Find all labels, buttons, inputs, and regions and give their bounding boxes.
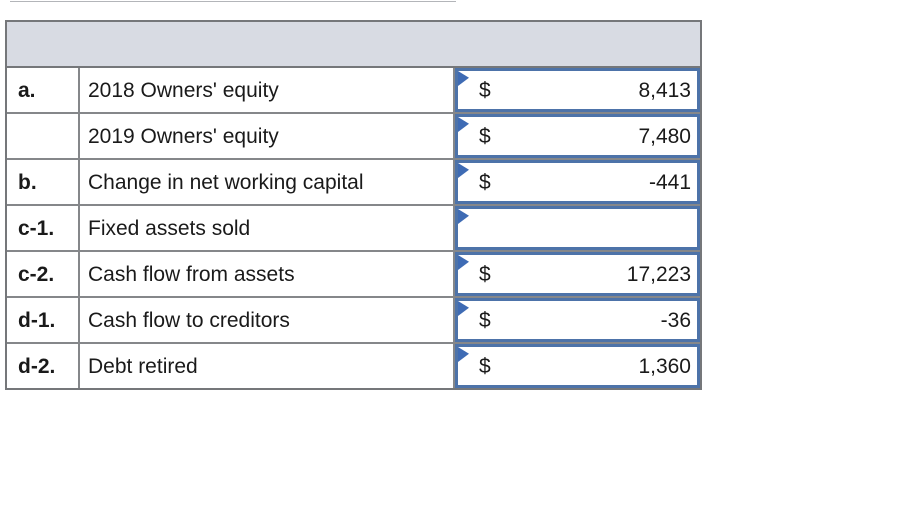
row-label: b. — [7, 160, 80, 204]
currency-symbol: $ — [479, 124, 491, 148]
cropped-row-border — [10, 1, 456, 2]
row-label: d-2. — [7, 344, 80, 388]
row-description: Debt retired — [80, 344, 455, 388]
answer-value: 8,413 — [638, 78, 691, 102]
answer-input-cash-flow-to-creditors[interactable]: $ -36 — [455, 298, 700, 342]
currency-symbol: $ — [479, 170, 491, 194]
answer-cell: $ 1,360 — [455, 344, 700, 388]
answer-value: -36 — [660, 308, 691, 332]
answer-flag-icon — [458, 163, 469, 178]
table-row-b: b. Change in net working capital $ -441 — [7, 160, 700, 206]
answer-flag-icon — [458, 347, 469, 362]
answer-input-2019-owners-equity[interactable]: $ 7,480 — [455, 114, 700, 158]
row-description: Fixed assets sold — [80, 206, 455, 250]
answer-flag-icon — [458, 255, 469, 270]
answer-cell: $ -441 — [455, 160, 700, 204]
row-label: a. — [7, 68, 80, 112]
row-description: Cash flow from assets — [80, 252, 455, 296]
answer-input-2018-owners-equity[interactable]: $ 8,413 — [455, 68, 700, 112]
table-row-a-2019: 2019 Owners' equity $ 7,480 — [7, 114, 700, 160]
answer-flag-icon — [458, 71, 469, 86]
answer-input-debt-retired[interactable]: $ 1,360 — [455, 344, 700, 388]
currency-symbol: $ — [479, 308, 491, 332]
table-row-c1: c-1. Fixed assets sold — [7, 206, 700, 252]
table-row-d2: d-2. Debt retired $ 1,360 — [7, 344, 700, 388]
answer-value: 7,480 — [638, 124, 691, 148]
answer-cell: $ 17,223 — [455, 252, 700, 296]
row-label — [7, 114, 80, 158]
currency-symbol: $ — [479, 262, 491, 286]
answer-cell: $ -36 — [455, 298, 700, 342]
answer-input-cash-flow-from-assets[interactable]: $ 17,223 — [455, 252, 700, 296]
answer-value: 17,223 — [626, 262, 691, 286]
answer-cell — [455, 206, 700, 250]
answer-cell: $ 7,480 — [455, 114, 700, 158]
table-row-d1: d-1. Cash flow to creditors $ -36 — [7, 298, 700, 344]
answer-cell: $ 8,413 — [455, 68, 700, 112]
answer-value: 1,360 — [638, 354, 691, 378]
row-description: Cash flow to creditors — [80, 298, 455, 342]
currency-symbol: $ — [479, 354, 491, 378]
answer-input-fixed-assets-sold[interactable] — [455, 206, 700, 250]
table-row-c2: c-2. Cash flow from assets $ 17,223 — [7, 252, 700, 298]
row-label: d-1. — [7, 298, 80, 342]
row-description: Change in net working capital — [80, 160, 455, 204]
answer-table: a. 2018 Owners' equity $ 8,413 2019 Owne… — [5, 20, 702, 390]
answer-flag-icon — [458, 301, 469, 316]
row-description: 2018 Owners' equity — [80, 68, 455, 112]
row-label: c-2. — [7, 252, 80, 296]
table-header-band — [7, 22, 700, 68]
answer-flag-icon — [458, 117, 469, 132]
row-label: c-1. — [7, 206, 80, 250]
currency-symbol: $ — [479, 78, 491, 102]
row-description: 2019 Owners' equity — [80, 114, 455, 158]
answer-value: -441 — [648, 170, 691, 194]
answer-flag-icon — [458, 209, 469, 224]
table-row-a-2018: a. 2018 Owners' equity $ 8,413 — [7, 68, 700, 114]
answer-input-change-nwc[interactable]: $ -441 — [455, 160, 700, 204]
